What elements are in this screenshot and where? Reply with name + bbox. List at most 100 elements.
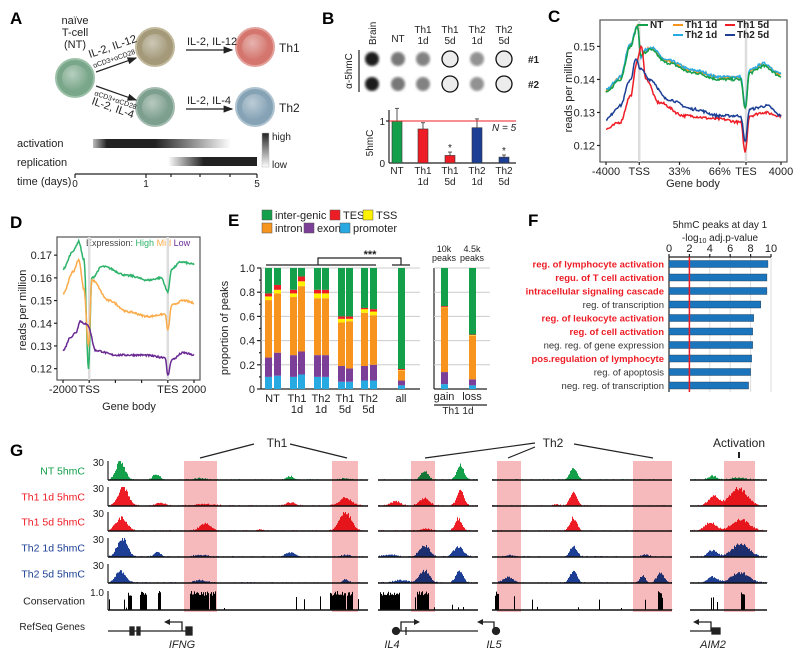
f-category-label: reg. of leukocyte activation — [542, 314, 665, 325]
naive-label-line1: naïve — [62, 15, 89, 27]
track-scale-label: 1.0 — [90, 588, 104, 599]
e-group-label: Th2 — [312, 393, 331, 405]
th1-cytokines: IL-2, IL-12 — [187, 36, 237, 48]
c-xlabel: Gene body — [666, 178, 720, 190]
e-bar-segment-exon — [441, 372, 448, 385]
track-label: NT 5hmC — [40, 466, 85, 478]
e-bar-segment-inter-genic — [322, 268, 329, 290]
replicate-1-label: #1 — [528, 55, 540, 66]
e-bar-segment-inter-genic — [361, 268, 368, 308]
track-label: Th1 1d 5hmC — [21, 492, 85, 504]
e-bar-segment-intron — [370, 315, 377, 365]
arrow-to-th1-intermediate — [95, 57, 138, 73]
f-category-label: intracellular signaling cascade — [526, 287, 664, 298]
b-xtick-label: Th2 — [468, 166, 486, 177]
time-tick-0: 0 — [72, 179, 78, 190]
e-bar-segment-TES — [469, 334, 476, 336]
highlight-region — [497, 461, 521, 612]
f-category-label: neg. reg. of gene expression — [544, 341, 664, 352]
f-category-label: reg. of cell activation — [570, 327, 665, 338]
th2-cytokines: IL-2, IL-4 — [187, 95, 231, 107]
c-xtick-label: 33% — [668, 166, 690, 178]
f-xtick-label: 10 — [765, 243, 777, 255]
gain-loss-group-label: Th1 1d — [442, 406, 473, 417]
track-signal — [108, 591, 369, 610]
gene-models — [108, 619, 721, 636]
track-scale-label: 30 — [93, 509, 105, 520]
e-gain-loss-label: loss — [462, 391, 482, 403]
c-xtick-label: -4000 — [592, 166, 620, 178]
panel-d: D reads per million Gene body Expression… — [10, 213, 206, 413]
panel-label-d: D — [10, 213, 22, 232]
c-legend-label: Th1 5d — [737, 20, 769, 31]
d-ytick-label: 0.14 — [31, 318, 52, 330]
d-plot-frame — [56, 236, 201, 381]
f-xtick-label: 2 — [686, 243, 692, 255]
e-bar-segment-TSS — [274, 289, 281, 294]
highlight-region — [411, 461, 435, 612]
panel-g: G Th1 Th2 Activation RefSeq Genes IFNG I… — [10, 436, 768, 651]
blot-dot — [365, 77, 379, 91]
track-scale-label: 30 — [93, 535, 105, 546]
track-signal — [378, 517, 479, 531]
panel-e: E proportion of peaks *** 10k peaks 4.5k… — [219, 209, 490, 417]
blot-dot — [441, 50, 459, 68]
e-bar-segment-TSS — [298, 281, 305, 287]
e-bar-segment-intron — [346, 321, 353, 369]
e-bar-segment-intron — [274, 293, 281, 353]
e-bar-segment-TSS — [361, 309, 368, 313]
e-bar-segment-promoter — [469, 385, 476, 389]
d-series-line — [62, 257, 195, 348]
d-legend-title: Expression: — [86, 238, 133, 248]
track-signal — [108, 570, 369, 583]
e-group-sublabel: 1d — [315, 404, 327, 416]
e-bar-segment-promoter — [361, 380, 368, 389]
e-bar-segment-exon — [290, 355, 297, 377]
e-bar-segment-intron — [398, 370, 405, 381]
blot-column-label: Th2 — [468, 25, 486, 36]
blot-dot — [495, 75, 513, 93]
c-xtick-label: TES — [735, 166, 756, 178]
b-xtick-sublabel: 1d — [417, 177, 428, 188]
e-bar-segment-promoter — [370, 380, 377, 389]
d-legend: Expression: High Mid Low — [86, 238, 191, 248]
f-axis-title-a: -log — [682, 233, 699, 244]
e-bar-segment-TSS — [338, 318, 345, 323]
gene-ifng: IFNG — [169, 639, 196, 651]
e-ytick-label: 1.0 — [240, 263, 255, 275]
c-ytick-label: 0.13 — [574, 107, 595, 119]
e-bar-segment-TES — [274, 284, 281, 290]
e-bar-segment-inter-genic — [370, 268, 377, 310]
time-axis-label: time (days) — [17, 176, 71, 188]
e-bar-segment-TSS — [322, 293, 329, 299]
c-ylabel: reads per million — [563, 52, 575, 133]
naive-label-line2: T-cell — [62, 27, 88, 39]
e-group-label: Th1 — [336, 393, 355, 405]
d-legend-high: High — [136, 238, 155, 248]
e-legend-label: inter-genic — [275, 210, 327, 222]
highlight-region — [184, 461, 217, 612]
scale-high-label: high — [272, 132, 291, 143]
c-legend-label: NT — [650, 20, 663, 31]
gain-peaks-count: 10k — [437, 244, 452, 254]
highlight-region — [332, 461, 358, 612]
e-group-sublabel: 5d — [362, 404, 374, 416]
e-group-label: all — [395, 393, 406, 405]
e-bar-segment-intron — [290, 297, 297, 356]
e-bar-segment-exon — [370, 364, 377, 381]
d-ytick-label: 0.17 — [31, 250, 52, 262]
b-bar — [417, 128, 429, 164]
b-bar — [391, 120, 403, 164]
panel-a: A naïve T-cell (NT) IL-2, IL-12 αCD3+αCD… — [10, 9, 300, 190]
e-bar-segment-TSS — [314, 293, 321, 299]
e-group-label: Th1 — [288, 393, 307, 405]
e-legend-label: promoter — [353, 223, 397, 235]
gene-aim2: AIM2 — [699, 639, 726, 651]
track-signal — [108, 538, 369, 557]
track-signal — [108, 512, 369, 531]
replication-gradient-bar — [168, 157, 257, 166]
e-bar-segment-exon — [346, 368, 353, 382]
group-activation-label: Activation — [713, 436, 765, 450]
track-scale-label: 30 — [93, 458, 105, 469]
e-bar-segment-promoter — [290, 376, 297, 389]
